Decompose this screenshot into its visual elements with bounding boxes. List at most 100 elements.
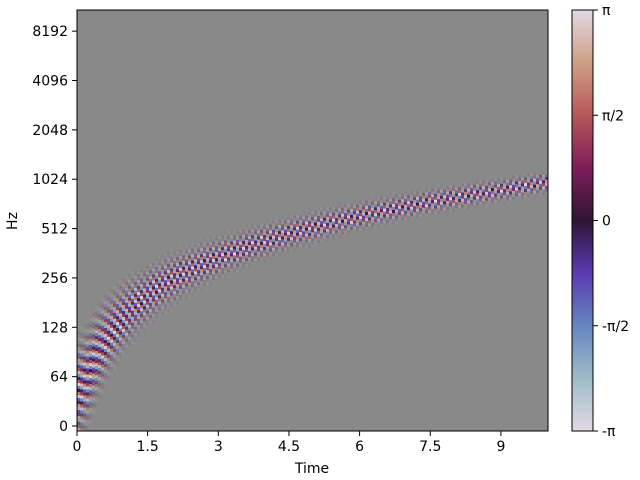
heatmap-cell: [344, 225, 347, 229]
heatmap-cell: [122, 344, 125, 348]
heatmap-cell: [545, 188, 548, 192]
heatmap-cell: [359, 219, 362, 223]
heatmap-cell: [248, 245, 251, 249]
heatmap-cell: [395, 206, 398, 210]
heatmap-cell: [215, 255, 218, 259]
heatmap-cell: [359, 228, 362, 232]
heatmap-cell: [173, 303, 176, 307]
heatmap-cell: [404, 216, 407, 220]
heatmap-cell: [77, 413, 80, 417]
heatmap-cell: [152, 307, 155, 311]
heatmap-cell: [422, 207, 425, 211]
heatmap-cell: [86, 338, 89, 342]
heatmap-cell: [260, 235, 263, 239]
heatmap-cell: [131, 340, 134, 344]
heatmap-cell: [128, 276, 131, 280]
heatmap-cell: [290, 231, 293, 235]
heatmap-cell: [449, 194, 452, 198]
heatmap-cell: [443, 207, 446, 211]
heatmap-cell: [284, 235, 287, 239]
heatmap-cell: [140, 329, 143, 333]
heatmap-cell: [149, 312, 152, 316]
heatmap-cell: [80, 350, 83, 354]
heatmap-cell: [149, 309, 152, 313]
heatmap-cell: [164, 301, 167, 305]
heatmap-cell: [152, 316, 155, 320]
heatmap-cell: [425, 186, 428, 190]
heatmap-cell: [113, 348, 116, 352]
heatmap-cell: [89, 348, 92, 352]
heatmap-cell: [512, 193, 515, 197]
heatmap-cell: [260, 220, 263, 224]
heatmap-cell: [146, 301, 149, 305]
heatmap-cell: [338, 211, 341, 215]
heatmap-cell: [140, 296, 143, 300]
heatmap-cell: [179, 258, 182, 262]
heatmap-cell: [125, 290, 128, 294]
heatmap-cell: [125, 350, 128, 354]
x-tick-label: 9: [496, 439, 505, 455]
heatmap-cell: [80, 416, 83, 420]
heatmap-cell: [143, 321, 146, 325]
heatmap-cell: [350, 226, 353, 230]
heatmap-cell: [158, 304, 161, 308]
heatmap-cell: [197, 285, 200, 289]
heatmap-cell: [248, 248, 251, 252]
heatmap-cell: [395, 191, 398, 195]
heatmap-cell: [347, 203, 350, 207]
heatmap-cell: [86, 383, 89, 387]
heatmap-cell: [203, 253, 206, 257]
heatmap-cell: [80, 329, 83, 333]
heatmap-cell: [305, 209, 308, 213]
heatmap-cell: [380, 224, 383, 228]
heatmap-cell: [200, 287, 203, 291]
heatmap-cell: [497, 196, 500, 200]
heatmap-cell: [137, 301, 140, 305]
heatmap-cell: [428, 212, 431, 216]
heatmap-cell: [203, 250, 206, 254]
heatmap-cell: [317, 224, 320, 228]
heatmap-cell: [533, 175, 536, 179]
heatmap-cell: [242, 249, 245, 253]
heatmap-cell: [524, 174, 527, 178]
heatmap-cell: [170, 277, 173, 281]
heatmap-cell: [266, 246, 269, 250]
heatmap-cell: [116, 325, 119, 329]
heatmap-cell: [218, 272, 221, 276]
heatmap-cell: [266, 228, 269, 232]
heatmap-cell: [161, 266, 164, 270]
heatmap-cell: [77, 386, 80, 390]
heatmap-cell: [86, 401, 89, 405]
heatmap-cell: [134, 269, 137, 273]
heatmap-cell: [482, 186, 485, 190]
heatmap-cell: [281, 230, 284, 234]
heatmap-cell: [113, 288, 116, 292]
heatmap-cell: [314, 240, 317, 244]
heatmap-cell: [110, 321, 113, 325]
heatmap-cell: [77, 395, 80, 399]
heatmap-cell: [107, 321, 110, 325]
heatmap-cell: [215, 243, 218, 247]
heatmap-cell: [422, 204, 425, 208]
heatmap-cell: [251, 256, 254, 260]
heatmap-cell: [194, 271, 197, 275]
heatmap-cell: [122, 350, 125, 354]
heatmap-cell: [488, 182, 491, 186]
heatmap-cell: [338, 232, 341, 236]
heatmap-cell: [356, 228, 359, 232]
heatmap-cell: [98, 332, 101, 336]
heatmap-cell: [146, 289, 149, 293]
heatmap-cell: [104, 367, 107, 371]
heatmap-cell: [227, 239, 230, 243]
heatmap-cell: [419, 199, 422, 203]
heatmap-cell: [107, 369, 110, 373]
heatmap-cell: [155, 257, 158, 261]
heatmap-cell: [446, 209, 449, 213]
heatmap-cell: [515, 178, 518, 182]
heatmap-cell: [101, 346, 104, 350]
heatmap-cell: [254, 228, 257, 232]
heatmap-cell: [212, 280, 215, 284]
heatmap-cell: [98, 365, 101, 369]
heatmap-cell: [206, 273, 209, 277]
heatmap-cell: [155, 260, 158, 264]
